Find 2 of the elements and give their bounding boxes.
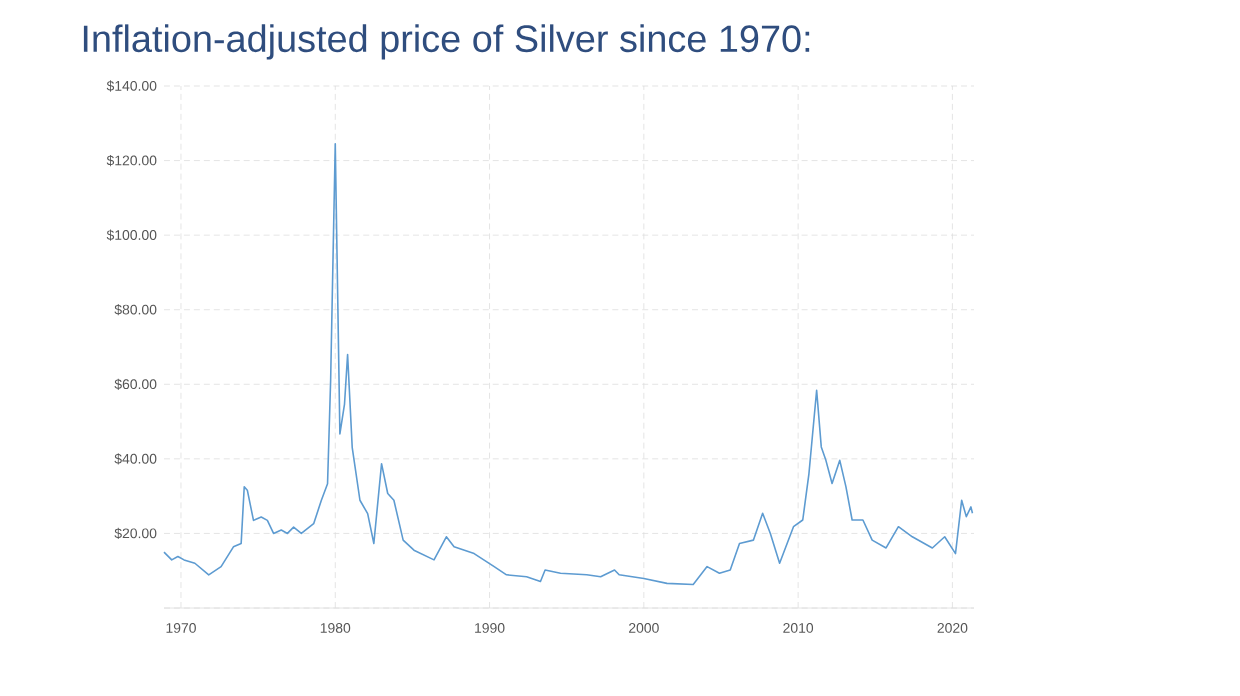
chart-title: Inflation-adjusted price of Silver since 1970: [83, 24, 810, 60]
line-series [163, 142, 974, 586]
